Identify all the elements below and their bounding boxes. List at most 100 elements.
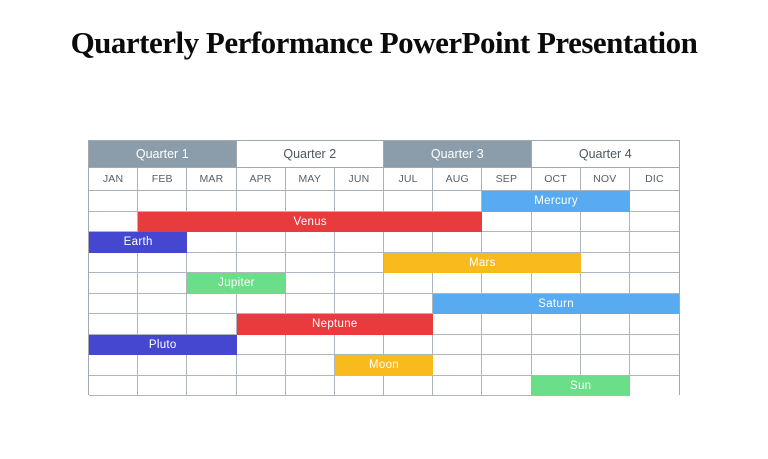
grid-cell bbox=[482, 334, 532, 355]
grid-cell bbox=[531, 334, 581, 355]
grid-cell bbox=[285, 191, 335, 212]
grid-cell bbox=[384, 375, 434, 396]
slide-title: Quarterly Performance PowerPoint Present… bbox=[70, 25, 698, 60]
grid-cell bbox=[334, 232, 384, 253]
quarter-header-q2: Quarter 2 bbox=[236, 141, 384, 168]
grid-cell bbox=[482, 375, 532, 396]
gantt-bar-moon: Moon bbox=[334, 355, 434, 376]
grid-cell bbox=[236, 334, 286, 355]
month-header-dic: DIC bbox=[629, 168, 679, 191]
month-header-may: MAY bbox=[285, 168, 335, 191]
grid-cell bbox=[334, 375, 384, 396]
grid-cell bbox=[285, 293, 335, 314]
month-header-aug: AUG bbox=[433, 168, 483, 191]
grid-cell bbox=[89, 293, 139, 314]
grid-cell bbox=[285, 232, 335, 253]
grid-cell bbox=[482, 211, 532, 232]
grid-cell bbox=[138, 314, 188, 335]
grid-cell bbox=[285, 273, 335, 294]
month-header-jan: JAN bbox=[89, 168, 139, 191]
grid-cell bbox=[629, 211, 679, 232]
grid-cell bbox=[334, 191, 384, 212]
grid-cell bbox=[531, 355, 581, 376]
quarter-header-row: Quarter 1 Quarter 2 Quarter 3 Quarter 4 bbox=[89, 141, 679, 168]
month-header-mar: MAR bbox=[187, 168, 237, 191]
gantt-chart: Quarter 1 Quarter 2 Quarter 3 Quarter 4 … bbox=[88, 140, 680, 396]
grid-cell bbox=[629, 355, 679, 376]
grid-cell bbox=[629, 314, 679, 335]
month-header-oct: OCT bbox=[531, 168, 581, 191]
grid-cell bbox=[433, 191, 483, 212]
grid-cell bbox=[285, 334, 335, 355]
grid-cell bbox=[334, 334, 384, 355]
grid-cell bbox=[580, 314, 630, 335]
quarter-header-q1: Quarter 1 bbox=[89, 141, 237, 168]
grid-cell bbox=[236, 355, 286, 376]
grid-cell bbox=[334, 252, 384, 273]
grid-cell bbox=[433, 232, 483, 253]
grid-cell bbox=[187, 252, 237, 273]
month-header-jun: JUN bbox=[334, 168, 384, 191]
grid-cell bbox=[236, 252, 286, 273]
gantt-bar-mercury: Mercury bbox=[482, 191, 630, 212]
grid-cell bbox=[89, 252, 139, 273]
grid-cell bbox=[433, 375, 483, 396]
grid-cell bbox=[187, 375, 237, 396]
grid-cell bbox=[89, 211, 139, 232]
grid-cell bbox=[384, 273, 434, 294]
grid-cell bbox=[285, 252, 335, 273]
gantt-bar-venus: Venus bbox=[138, 211, 483, 232]
grid-cell bbox=[433, 355, 483, 376]
grid-cell bbox=[580, 252, 630, 273]
grid-cell bbox=[580, 232, 630, 253]
grid-cell bbox=[285, 375, 335, 396]
grid-cell bbox=[89, 375, 139, 396]
grid-cell bbox=[236, 375, 286, 396]
grid-cell bbox=[580, 211, 630, 232]
gantt-bar-saturn: Saturn bbox=[433, 293, 679, 314]
grid-cell bbox=[384, 232, 434, 253]
grid-cell bbox=[433, 334, 483, 355]
month-header-apr: APR bbox=[236, 168, 286, 191]
grid-cell bbox=[138, 375, 188, 396]
grid-cell bbox=[334, 293, 384, 314]
grid-cell bbox=[187, 314, 237, 335]
quarter-header-q4: Quarter 4 bbox=[531, 141, 679, 168]
grid-cell bbox=[482, 273, 532, 294]
grid-cell bbox=[531, 273, 581, 294]
grid-cell bbox=[89, 273, 139, 294]
grid-cell bbox=[629, 273, 679, 294]
grid-cell bbox=[89, 191, 139, 212]
gantt-bar-pluto: Pluto bbox=[89, 334, 237, 355]
grid-cell bbox=[187, 293, 237, 314]
grid-cell bbox=[531, 211, 581, 232]
grid-cell bbox=[236, 293, 286, 314]
grid-cell bbox=[384, 334, 434, 355]
grid-cell bbox=[89, 314, 139, 335]
month-header-row: JAN FEB MAR APR MAY JUN JUL AUG SEP OCT … bbox=[89, 168, 679, 191]
grid-cell bbox=[384, 293, 434, 314]
grid-cell bbox=[89, 355, 139, 376]
month-header-nov: NOV bbox=[580, 168, 630, 191]
grid-cell bbox=[187, 355, 237, 376]
grid-cell bbox=[482, 232, 532, 253]
slide: { "slide": { "title": "Quarterly Perform… bbox=[0, 25, 768, 459]
grid-cell bbox=[629, 232, 679, 253]
grid-cell bbox=[138, 355, 188, 376]
gantt-bar-earth: Earth bbox=[89, 232, 188, 253]
grid-cell bbox=[580, 355, 630, 376]
grid-cell bbox=[629, 334, 679, 355]
grid-cell bbox=[433, 273, 483, 294]
gantt-bar-mars: Mars bbox=[384, 252, 581, 273]
gantt-bar-sun: Sun bbox=[531, 375, 630, 396]
grid-cell bbox=[629, 191, 679, 212]
month-header-jul: JUL bbox=[384, 168, 434, 191]
gantt-body: Mercury Venus Earth Mars Jupiter Saturn Neptun… bbox=[89, 191, 679, 396]
grid-cell bbox=[138, 293, 188, 314]
grid-cell bbox=[138, 273, 188, 294]
grid-cell bbox=[187, 191, 237, 212]
grid-cell bbox=[285, 355, 335, 376]
grid-cell bbox=[187, 232, 237, 253]
grid-cell bbox=[531, 232, 581, 253]
grid-cell bbox=[138, 191, 188, 212]
